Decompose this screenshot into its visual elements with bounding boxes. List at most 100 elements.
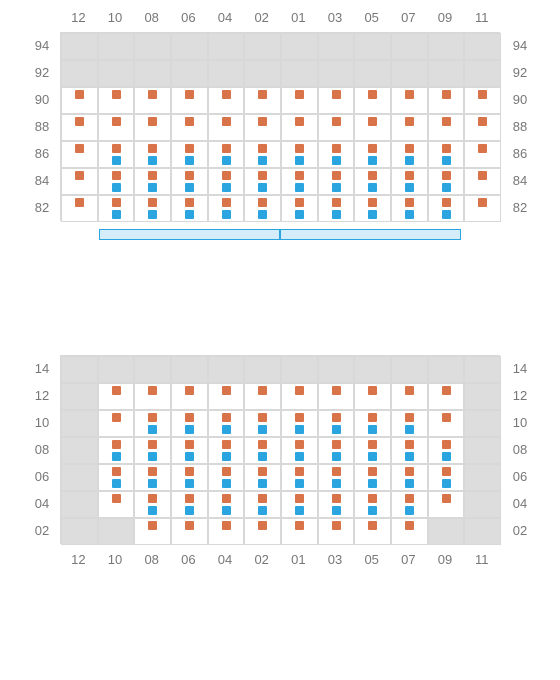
marker-orange: [222, 440, 231, 449]
marker-orange: [222, 144, 231, 153]
marker-orange: [405, 198, 414, 207]
grid-cell: [464, 383, 501, 410]
marker-blue: [405, 452, 414, 461]
marker-orange: [295, 413, 304, 422]
marker-orange: [442, 494, 451, 503]
col-label-top: 03: [325, 10, 345, 25]
grid-cell: [391, 33, 428, 60]
marker-orange: [478, 171, 487, 180]
col-label-top: 05: [362, 10, 382, 25]
grid-cell: [464, 356, 501, 383]
marker-blue: [222, 506, 231, 515]
marker-orange: [222, 171, 231, 180]
row-label: 84: [510, 173, 530, 188]
marker-orange: [185, 494, 194, 503]
marker-orange: [222, 386, 231, 395]
grid-cell: [208, 356, 245, 383]
grid-cell: [171, 60, 208, 87]
center-bar: [280, 229, 461, 240]
marker-blue: [185, 183, 194, 192]
marker-blue: [222, 452, 231, 461]
marker-blue: [112, 183, 121, 192]
grid-cell: [428, 60, 465, 87]
grid-cell: [391, 356, 428, 383]
marker-blue: [258, 452, 267, 461]
marker-blue: [332, 210, 341, 219]
row-label: 08: [510, 442, 530, 457]
grid-cell: [391, 60, 428, 87]
marker-orange: [148, 494, 157, 503]
marker-orange: [112, 117, 121, 126]
marker-blue: [148, 425, 157, 434]
marker-orange: [295, 198, 304, 207]
marker-orange: [222, 198, 231, 207]
grid-cell: [281, 60, 318, 87]
col-label-bottom: 04: [215, 552, 235, 567]
marker-orange: [112, 171, 121, 180]
marker-orange: [295, 90, 304, 99]
center-bar: [99, 229, 280, 240]
marker-orange: [332, 90, 341, 99]
col-label-bottom: 09: [435, 552, 455, 567]
marker-blue: [295, 425, 304, 434]
marker-orange: [405, 440, 414, 449]
col-label-bottom: 05: [362, 552, 382, 567]
marker-orange: [295, 467, 304, 476]
grid-cell: [61, 437, 98, 464]
grid-cell: [354, 60, 391, 87]
row-label: 06: [32, 469, 52, 484]
marker-blue: [332, 183, 341, 192]
marker-orange: [295, 117, 304, 126]
grid-cell: [244, 60, 281, 87]
col-label-top: 08: [142, 10, 162, 25]
marker-orange: [405, 467, 414, 476]
grid-cell: [428, 518, 465, 545]
marker-orange: [222, 117, 231, 126]
marker-orange: [295, 494, 304, 503]
marker-orange: [332, 521, 341, 530]
grid-cell: [98, 33, 135, 60]
row-label: 82: [32, 200, 52, 215]
marker-orange: [332, 117, 341, 126]
marker-orange: [368, 467, 377, 476]
row-label: 86: [32, 146, 52, 161]
marker-blue: [405, 210, 414, 219]
marker-blue: [368, 479, 377, 488]
grid-cell: [61, 33, 98, 60]
row-label: 94: [510, 38, 530, 53]
grid-cell: [281, 356, 318, 383]
grid-cell: [61, 491, 98, 518]
marker-blue: [222, 425, 231, 434]
marker-blue: [442, 183, 451, 192]
marker-orange: [295, 386, 304, 395]
grid-cell: [318, 60, 355, 87]
grid-cell: [61, 518, 98, 545]
row-label: 90: [510, 92, 530, 107]
grid-cell: [61, 410, 98, 437]
marker-orange: [295, 440, 304, 449]
marker-orange: [148, 467, 157, 476]
marker-orange: [258, 440, 267, 449]
grid-cell: [208, 60, 245, 87]
marker-blue: [148, 210, 157, 219]
marker-orange: [222, 467, 231, 476]
row-label: 02: [32, 523, 52, 538]
marker-blue: [368, 210, 377, 219]
marker-blue: [405, 479, 414, 488]
marker-blue: [295, 210, 304, 219]
marker-orange: [405, 144, 414, 153]
row-label: 94: [32, 38, 52, 53]
grid-cell: [428, 356, 465, 383]
marker-orange: [185, 413, 194, 422]
rack-diagram: 1210080604020103050709111210080604020103…: [0, 0, 560, 20]
row-label: 10: [32, 415, 52, 430]
marker-blue: [295, 452, 304, 461]
marker-orange: [222, 521, 231, 530]
marker-orange: [75, 90, 84, 99]
row-label: 86: [510, 146, 530, 161]
marker-blue: [185, 452, 194, 461]
grid-cell: [61, 383, 98, 410]
marker-blue: [368, 506, 377, 515]
grid-cell: [464, 60, 501, 87]
col-label-bottom: 03: [325, 552, 345, 567]
